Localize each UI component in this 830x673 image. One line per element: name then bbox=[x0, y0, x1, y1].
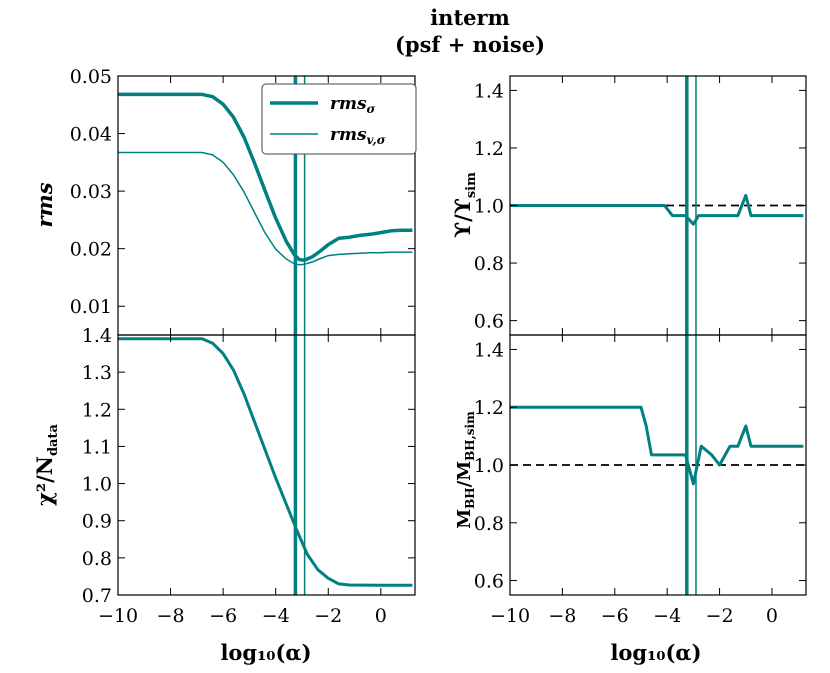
upsilon-ytick-label: 1.2 bbox=[474, 138, 504, 160]
mbh-xtick-label: −2 bbox=[706, 605, 734, 627]
upsilon-ylabel-text: ϒ/ϒ bbox=[450, 198, 475, 238]
mbh-ytick-label: 1.4 bbox=[474, 339, 504, 361]
upsilon-ytick-label: 1.0 bbox=[474, 196, 504, 218]
chi2-panel: 0.7 0.8 0.9 1.0 1.1 1.2 1.3 1.4 −10 −8 −6 −4 −2 0 bbox=[82, 325, 416, 627]
rms-ytick-label: 0.04 bbox=[70, 124, 112, 146]
chi2-ytick-label: 1.4 bbox=[82, 325, 112, 347]
chi2-xtick-label: −8 bbox=[157, 605, 185, 627]
chi2-ytick-label: 1.3 bbox=[82, 362, 112, 384]
figure-title: interm bbox=[430, 5, 510, 30]
chi2-ytick-label: 1.2 bbox=[82, 399, 112, 421]
mbh-ratio-panel: 0.6 0.8 1.0 1.2 1.4 −10 −8 −6 −4 −2 0 bbox=[474, 334, 807, 627]
mbh-xtick-label: −8 bbox=[548, 605, 576, 627]
upsilon-ratio-panel: 0.6 0.8 1.0 1.2 1.4 bbox=[474, 75, 807, 336]
rms-legend: rmsσ rmsv,σ bbox=[261, 83, 417, 155]
mbh-ylabel-text: M bbox=[454, 509, 475, 529]
mbh-ylabel-sub2: BH,sim bbox=[463, 411, 477, 461]
chi2-ylabel-text: χ²/N bbox=[32, 456, 57, 506]
upsilon-ylabel-sub: sim bbox=[464, 172, 479, 198]
chi2-xtick-label: −2 bbox=[314, 605, 342, 627]
chi2-ytick-label: 1.0 bbox=[82, 474, 112, 496]
rms-ytick-label: 0.02 bbox=[70, 239, 112, 261]
mbh-ylabel-mid: /M bbox=[454, 461, 475, 488]
chi2-xlabel: log₁₀(α) bbox=[220, 640, 311, 665]
mbh-ytick-label: 1.0 bbox=[474, 455, 504, 477]
chi2-axes-frame bbox=[117, 334, 416, 596]
mbh-xtick-label: −10 bbox=[490, 605, 530, 627]
figure-subtitle: (psf + noise) bbox=[395, 32, 545, 57]
legend-label-rms-sigma-sub: σ bbox=[367, 102, 376, 116]
mbh-xtick-label: −6 bbox=[601, 605, 629, 627]
upsilon-ytick-label: 0.6 bbox=[474, 311, 504, 333]
chi2-xtick-label: 0 bbox=[375, 605, 387, 627]
chi2-ylabel-sub: data bbox=[46, 424, 61, 457]
rms-ytick-label: 0.01 bbox=[70, 296, 112, 318]
chi2-plot-area bbox=[118, 335, 413, 595]
mbh-ytick-label: 0.8 bbox=[474, 513, 504, 535]
legend-label-rms-v-sigma-main: rms bbox=[330, 125, 367, 145]
upsilon-ytick-label: 0.8 bbox=[474, 253, 504, 275]
rms-ylabel: rms bbox=[32, 182, 57, 227]
upsilon-ytick-label: 1.4 bbox=[474, 80, 504, 102]
chi2-ytick-label: 0.8 bbox=[82, 548, 112, 570]
mbh-series-line-0 bbox=[510, 405, 804, 486]
upsilon-ylabel: ϒ/ϒsim bbox=[450, 172, 479, 238]
chi2-xtick-label: −6 bbox=[209, 605, 237, 627]
mbh-ytick-label: 1.2 bbox=[474, 397, 504, 419]
mbh-ylabel-sub: BH bbox=[463, 487, 477, 508]
legend-label-rms-v-sigma-sub: v,σ bbox=[367, 133, 386, 147]
mbh-plot-area bbox=[510, 335, 806, 595]
mbh-xtick-label: 0 bbox=[766, 605, 778, 627]
chi2-xtick-label: −4 bbox=[262, 605, 290, 627]
mbh-xlabel: log₁₀(α) bbox=[610, 640, 701, 665]
chi2-ytick-label: 0.9 bbox=[82, 511, 112, 533]
mbh-ytick-label: 0.6 bbox=[474, 571, 504, 593]
upsilon-plot-area bbox=[510, 76, 806, 335]
legend-label-rms-sigma: rmsσ bbox=[330, 94, 376, 116]
legend-label-rms-sigma-main: rms bbox=[330, 94, 367, 114]
upsilon-series-line-0 bbox=[510, 193, 804, 226]
mbh-xtick-label: −4 bbox=[653, 605, 681, 627]
rms-ytick-label: 0.05 bbox=[70, 66, 112, 88]
chi2-series-line-0 bbox=[118, 337, 413, 587]
rms-series-line-1 bbox=[118, 151, 413, 266]
rms-ytick-label: 0.03 bbox=[70, 181, 112, 203]
rms-series-line-0 bbox=[118, 92, 413, 262]
legend-label-rms-v-sigma: rmsv,σ bbox=[330, 125, 386, 147]
chi2-xtick-label: −10 bbox=[98, 605, 138, 627]
chi2-ylabel: χ²/Ndata bbox=[32, 424, 61, 506]
rms-ylabel-text: rms bbox=[32, 182, 57, 227]
chi2-ytick-label: 0.7 bbox=[82, 585, 112, 607]
chi2-ytick-label: 1.1 bbox=[82, 436, 112, 458]
mbh-ylabel: MBH/MBH,sim bbox=[454, 411, 477, 529]
